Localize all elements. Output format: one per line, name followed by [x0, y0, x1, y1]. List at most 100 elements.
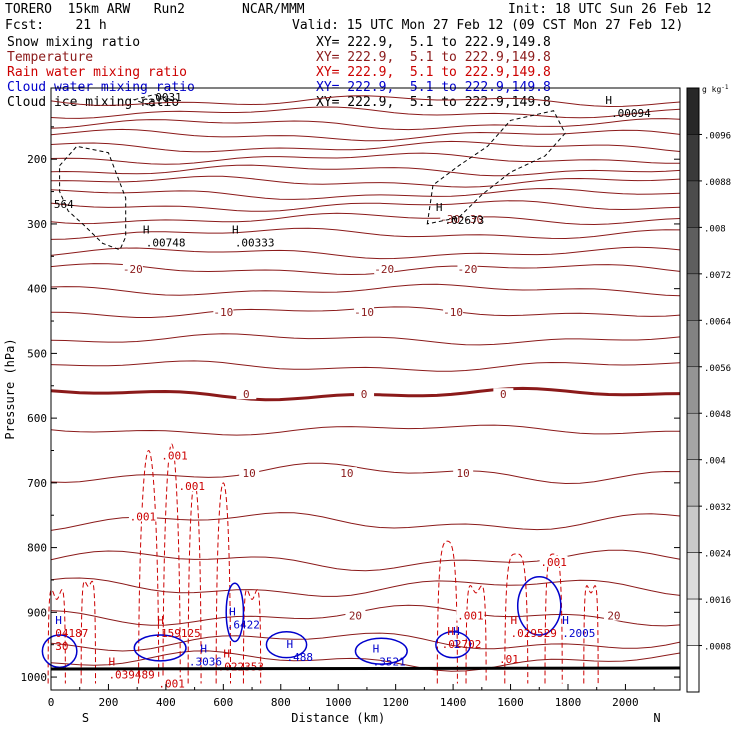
ice-extremum-label: .00748: [146, 237, 186, 250]
header-center: NCAR/MMM: [242, 2, 305, 17]
legend-series-name: Cloud water mixing ratio: [7, 80, 195, 95]
extremum-label: H: [511, 614, 518, 627]
isotherm-label-bg: [453, 467, 474, 479]
ice-extremum-label: .00333: [235, 237, 275, 250]
legend-series-name: Cloud ice mixing ratio: [7, 95, 180, 110]
legend-series-name: Rain water mixing ratio: [7, 65, 188, 80]
extremum-label: .159125: [154, 627, 200, 640]
x-axis-label: Distance (km): [291, 711, 385, 725]
temperature-isotherm: [50, 175, 681, 188]
legend-series-xy: XY= 222.9, 5.1 to 222.9,149.8: [316, 95, 551, 110]
extremum-label: .029529: [511, 627, 557, 640]
isotherm-label-bg: [236, 388, 257, 400]
colorbar-label: .0072: [704, 271, 731, 281]
extremum-label: 30: [55, 640, 68, 653]
isotherm-label-bg: [354, 305, 375, 317]
colorbar-segment: [686, 459, 700, 507]
temperature-isotherm: [50, 549, 681, 572]
header-fcst: Fcst: 21 h: [5, 18, 107, 33]
isotherm-label: -30: [440, 213, 460, 226]
x-tick-label: 200: [99, 696, 119, 709]
extremum-label: .2005: [562, 627, 595, 640]
temperature-isotherm: [50, 512, 681, 531]
temperature-isotherm: [50, 424, 680, 436]
y-tick-label: 500: [27, 347, 47, 360]
isotherm-label: 20: [349, 610, 362, 623]
colorbar-segment: [686, 366, 700, 414]
y-tick-label: 200: [27, 153, 47, 166]
rain-water-contour: [465, 585, 487, 684]
header-model: TORERO 15km ARW Run2: [5, 2, 186, 17]
temperature-isotherm: [50, 152, 680, 165]
isotherm-label-bg: [239, 467, 260, 479]
temperature-isotherm: [50, 187, 681, 200]
colorbar-segment: [686, 134, 700, 182]
isotherm-label: 20: [607, 610, 620, 623]
colorbar-label: .0064: [704, 317, 731, 327]
y-tick-label: 900: [27, 606, 47, 619]
cloud-water-contour: [41, 634, 78, 669]
rain-label-bg: [157, 677, 186, 689]
rain-water-contour: [436, 540, 458, 684]
isotherm-label: -20: [374, 263, 394, 276]
y-tick-label: 700: [27, 477, 47, 490]
y-tick-label: 800: [27, 542, 47, 555]
isotherm-label: 0: [243, 388, 250, 401]
colorbar-label: .0056: [704, 364, 731, 374]
extremum-label: .3036: [189, 655, 222, 668]
rain-label-bg: [539, 555, 568, 567]
rain-contour-label: .001: [540, 556, 567, 569]
y-tick-label: 300: [27, 218, 47, 231]
x-tick-label: 1400: [440, 696, 467, 709]
x-tick-label: 600: [213, 696, 233, 709]
colorbar-label: .0088: [704, 178, 731, 188]
colorbar-label: .0096: [704, 131, 731, 141]
cloud-water-contour: [354, 637, 408, 665]
header-init: Init: 18 UTC Sun 26 Feb 12: [508, 2, 712, 17]
isotherm-label-bg: [336, 467, 357, 479]
extremum-label: .02702: [442, 638, 482, 651]
colorbar-label: .0032: [704, 503, 731, 513]
colorbar-segment: [686, 552, 700, 600]
colorbar-label: .004: [704, 457, 726, 467]
colorbar-unit: g kg-1: [702, 84, 729, 94]
extremum-label: .039489: [108, 668, 154, 681]
isotherm-label: 10: [457, 467, 470, 480]
isotherm-label-bg: [493, 388, 514, 400]
extremum-label: .6422: [227, 619, 260, 632]
rain-water-contour: [162, 443, 181, 684]
ice-extremum-label: H: [605, 94, 612, 107]
x-tick-label: 2000: [612, 696, 639, 709]
rain-label-bg: [160, 449, 189, 461]
extremum-label: H: [447, 625, 454, 638]
cloud-water-contour: [265, 630, 308, 659]
legend-series-xy: XY= 222.9, 5.1 to 222.9,149.8: [316, 50, 551, 65]
cloud-water-contour: [225, 582, 245, 643]
x-tick-label: 800: [271, 696, 291, 709]
x-tick-label: 0: [48, 696, 55, 709]
cloud-water-contour: [133, 634, 187, 662]
colorbar-segment: [686, 645, 700, 693]
rain-water-contour: [187, 482, 202, 684]
isotherm-label: -10: [443, 306, 463, 319]
ice-extremum-label: .00094: [611, 107, 651, 120]
isotherm-label-bg: [603, 609, 624, 621]
header-valid: Valid: 15 UTC Mon 27 Feb 12 (09 CST Mon …: [292, 18, 684, 33]
isotherm-label: 0: [500, 388, 507, 401]
isotherm-label-bg: [345, 609, 366, 621]
temperature-isotherm: [50, 227, 681, 240]
colorbar-frame: [686, 87, 700, 693]
temperature-isotherm: [50, 577, 681, 597]
temperature-isotherm: [50, 128, 681, 142]
colorbar-segment: [686, 598, 700, 646]
temperature-isotherm: [50, 386, 681, 402]
ice-extremum-label: 564: [54, 198, 74, 211]
rain-contour-label: .001: [130, 511, 157, 524]
extremum-label: H: [157, 614, 164, 627]
colorbar-segment: [686, 87, 700, 135]
temperature-isotherm: [50, 333, 681, 346]
legend-series-name: Temperature: [7, 50, 94, 65]
x-tick-label: 1800: [555, 696, 582, 709]
rain-water-contour: [138, 449, 160, 684]
cloud-ice-contour: [426, 110, 566, 225]
